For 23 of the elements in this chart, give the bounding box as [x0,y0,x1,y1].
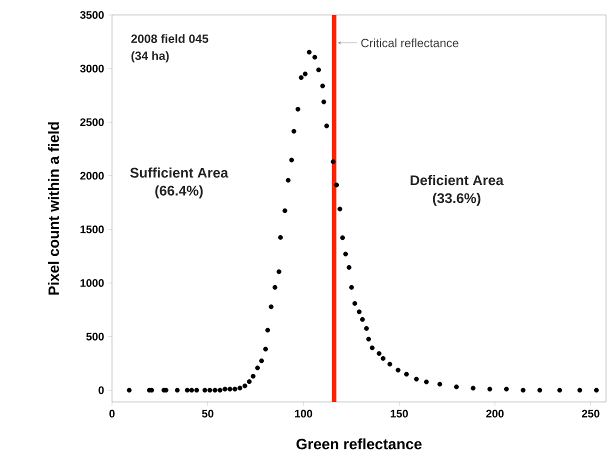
x-tick-label: 200 [486,410,504,418]
y-tick-label: 2500 [80,118,104,126]
y-tick-label: 0 [98,386,104,394]
annotation: Deficient Area [410,174,504,186]
annotation: 2008 field 045 [131,34,208,43]
x-tick-label: 150 [390,410,408,418]
annotation: (33.6%) [432,192,480,206]
x-tick-label: 50 [202,410,214,418]
y-tick-label: 1000 [80,279,104,287]
annotation: Sufficient Area [130,167,228,178]
x-axis-title: Green reflectance [296,438,422,450]
y-tick-label: 3500 [80,11,104,19]
y-tick-label: 500 [86,332,104,340]
annotation: (66.4%) [155,185,203,198]
y-axis-title: Pixel count within a field [48,122,60,295]
x-tick-label: 250 [582,410,600,418]
x-tick-label: 0 [109,410,115,418]
x-tick-label: 100 [295,410,312,418]
y-tick-label: 2000 [80,172,104,180]
ref-line-label: Critical reflectance [361,38,458,48]
annotation: (34 ha) [131,51,169,62]
y-tick-label: 3000 [80,64,104,72]
y-tick-label: 1500 [80,226,104,234]
